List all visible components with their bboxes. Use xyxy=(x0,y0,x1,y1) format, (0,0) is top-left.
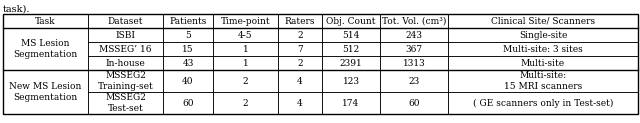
Text: Multi-site: Multi-site xyxy=(521,59,565,68)
Bar xyxy=(322,56,380,70)
Text: MSSEG’ 16: MSSEG’ 16 xyxy=(99,45,152,54)
Bar xyxy=(163,14,213,28)
Text: Time-point: Time-point xyxy=(221,16,270,25)
Bar xyxy=(278,28,322,42)
Bar xyxy=(3,28,88,70)
Bar xyxy=(278,14,322,28)
Text: 512: 512 xyxy=(342,45,360,54)
Bar xyxy=(448,28,638,42)
Text: 2: 2 xyxy=(243,77,248,85)
Bar xyxy=(213,92,278,114)
Bar xyxy=(322,92,380,114)
Text: 2391: 2391 xyxy=(340,59,362,68)
Text: 23: 23 xyxy=(408,77,420,85)
Bar xyxy=(278,56,322,70)
Text: 60: 60 xyxy=(408,99,420,108)
Bar xyxy=(163,28,213,42)
Bar xyxy=(213,14,278,28)
Text: ISBI: ISBI xyxy=(115,31,136,39)
Bar xyxy=(163,92,213,114)
Text: 5: 5 xyxy=(185,31,191,39)
Text: 4-5: 4-5 xyxy=(238,31,253,39)
Text: 43: 43 xyxy=(182,59,194,68)
Text: Single-site: Single-site xyxy=(519,31,567,39)
Bar xyxy=(88,56,163,70)
Bar xyxy=(163,70,213,92)
Bar xyxy=(88,70,163,92)
Text: 1: 1 xyxy=(243,45,248,54)
Bar xyxy=(3,14,638,114)
Text: Tot. Vol. (cm³): Tot. Vol. (cm³) xyxy=(382,16,446,25)
Bar xyxy=(380,14,448,28)
Bar xyxy=(380,92,448,114)
Bar xyxy=(163,42,213,56)
Text: In-house: In-house xyxy=(106,59,145,68)
Bar xyxy=(380,56,448,70)
Text: Patients: Patients xyxy=(170,16,207,25)
Bar xyxy=(448,56,638,70)
Bar xyxy=(380,42,448,56)
Text: 1: 1 xyxy=(243,59,248,68)
Text: Task: Task xyxy=(35,16,56,25)
Bar xyxy=(278,70,322,92)
Bar xyxy=(213,70,278,92)
Text: 514: 514 xyxy=(342,31,360,39)
Text: 40: 40 xyxy=(182,77,194,85)
Bar xyxy=(322,70,380,92)
Bar xyxy=(88,28,163,42)
Bar xyxy=(278,92,322,114)
Text: Dataset: Dataset xyxy=(108,16,143,25)
Bar xyxy=(213,42,278,56)
Text: 2: 2 xyxy=(297,31,303,39)
Text: 15: 15 xyxy=(182,45,194,54)
Text: task).: task). xyxy=(3,5,31,14)
Text: 1313: 1313 xyxy=(403,59,426,68)
Text: 123: 123 xyxy=(342,77,360,85)
Text: Multi-site:
15 MRI scanners: Multi-site: 15 MRI scanners xyxy=(504,71,582,91)
Bar xyxy=(448,14,638,28)
Bar xyxy=(448,70,638,92)
Bar xyxy=(213,56,278,70)
Bar xyxy=(322,28,380,42)
Text: Clinical Site/ Scanners: Clinical Site/ Scanners xyxy=(491,16,595,25)
Bar xyxy=(380,70,448,92)
Text: 7: 7 xyxy=(297,45,303,54)
Bar xyxy=(322,42,380,56)
Text: MS Lesion
Segmentation: MS Lesion Segmentation xyxy=(13,39,77,59)
Bar xyxy=(448,42,638,56)
Text: 367: 367 xyxy=(405,45,422,54)
Bar xyxy=(88,14,163,28)
Text: 4: 4 xyxy=(297,99,303,108)
Text: 60: 60 xyxy=(182,99,194,108)
Text: 2: 2 xyxy=(243,99,248,108)
Text: Multi-site: 3 sites: Multi-site: 3 sites xyxy=(503,45,583,54)
Bar xyxy=(3,14,88,28)
Text: 243: 243 xyxy=(406,31,422,39)
Text: 4: 4 xyxy=(297,77,303,85)
Text: 174: 174 xyxy=(342,99,360,108)
Bar xyxy=(278,42,322,56)
Bar xyxy=(3,70,88,114)
Bar xyxy=(213,28,278,42)
Bar xyxy=(163,56,213,70)
Text: ( GE scanners only in Test-set): ( GE scanners only in Test-set) xyxy=(473,98,613,108)
Bar xyxy=(448,92,638,114)
Bar xyxy=(88,92,163,114)
Bar xyxy=(380,28,448,42)
Bar xyxy=(322,14,380,28)
Text: New MS Lesion
Segmentation: New MS Lesion Segmentation xyxy=(10,82,82,102)
Text: Raters: Raters xyxy=(285,16,316,25)
Text: MSSEG2
Training-set: MSSEG2 Training-set xyxy=(98,71,154,91)
Text: 2: 2 xyxy=(297,59,303,68)
Text: MSSEG2
Test-set: MSSEG2 Test-set xyxy=(105,93,146,113)
Bar xyxy=(88,42,163,56)
Text: Obj. Count: Obj. Count xyxy=(326,16,376,25)
